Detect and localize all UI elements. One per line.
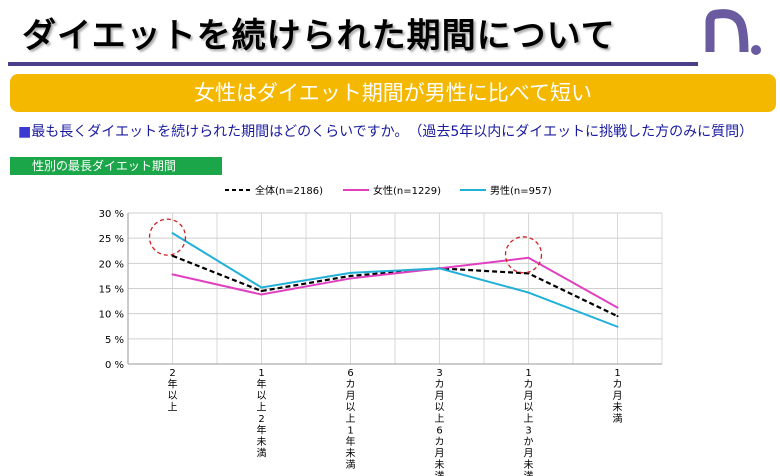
data-point [616, 306, 619, 309]
x-tick-label: 1 カ月未満 [613, 368, 623, 425]
data-point [616, 315, 619, 318]
data-point [527, 291, 530, 294]
data-point [171, 273, 174, 276]
legend-label: 全体(n=2186) [255, 184, 323, 197]
data-point [616, 325, 619, 328]
chart-tag: 性別の最長ダイエット期間 [10, 157, 222, 175]
series-line [172, 254, 618, 318]
y-tick-label: 25 % [99, 234, 124, 245]
x-tick-label: 1カ月以上3か月未満 [524, 368, 534, 476]
data-point [260, 286, 263, 289]
legend-label: 女性(n=1229) [373, 184, 441, 197]
x-tick-label: 1 年以上 2 年未満 [257, 368, 267, 460]
survey-question: ■最も長くダイエットを続けられた期間はどのくらいですか。 （過去5年以内にダイエ… [18, 121, 753, 141]
y-tick-label: 0 % [105, 360, 124, 371]
data-point [349, 271, 352, 274]
highlight-circle [148, 218, 187, 256]
title-divider [8, 62, 698, 66]
y-tick-label: 5 % [105, 335, 124, 346]
data-point [171, 254, 174, 257]
headline-banner: 女性はダイエット期間が男性に比べて短い [10, 74, 776, 112]
data-point [349, 274, 352, 277]
data-point [260, 293, 263, 296]
series-line [172, 256, 618, 309]
y-tick-label: 30 % [99, 209, 124, 220]
x-tick-label: 2 年以上 [168, 368, 178, 414]
legend-label: 男性(n=957) [490, 184, 552, 197]
x-tick-label: 6 カ月以上 1 年未満 [346, 368, 356, 471]
data-point [438, 267, 441, 270]
data-point [527, 256, 530, 259]
y-tick-label: 20 % [99, 259, 124, 270]
data-point [171, 232, 174, 235]
data-point [260, 290, 263, 293]
data-point [527, 272, 530, 275]
data-point [349, 277, 352, 280]
y-tick-label: 15 % [99, 285, 124, 296]
highlight-circle [504, 236, 543, 274]
square-bullet-icon: ■ [18, 124, 32, 140]
x-tick-label: 3カ月以上6カ月未満 [435, 368, 445, 476]
series-line [171, 232, 618, 328]
page-title: ダイエットを続けられた期間について [22, 16, 616, 56]
y-tick-label: 10 % [99, 310, 124, 321]
logo [705, 9, 761, 55]
question-text: 最も長くダイエットを続けられた期間はどのくらいですか。 （過去5年以内にダイエッ… [31, 124, 754, 140]
